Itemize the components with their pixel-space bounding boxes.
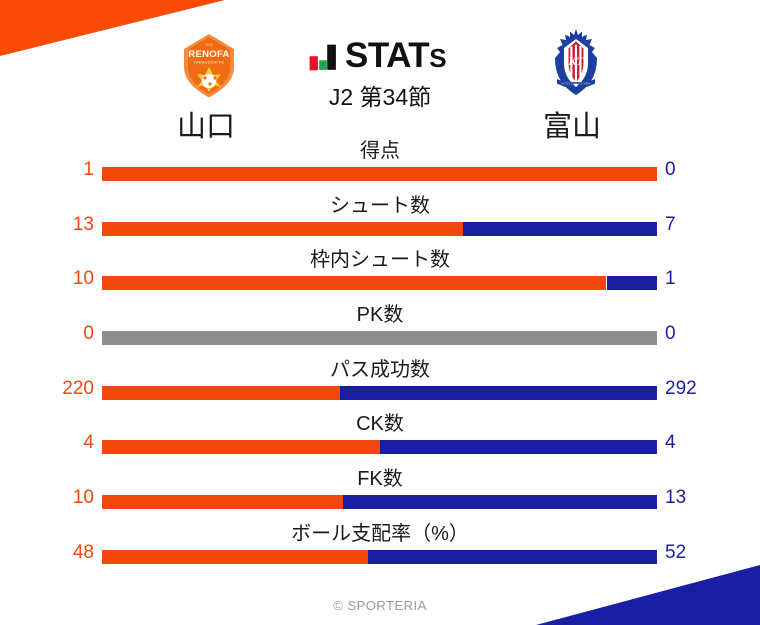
svg-text:KT: KT bbox=[567, 54, 584, 68]
svg-text:2006: 2006 bbox=[205, 43, 212, 47]
svg-text:KATALLER TOYAMA: KATALLER TOYAMA bbox=[561, 82, 590, 86]
svg-text:RENOFA: RENOFA bbox=[188, 49, 229, 60]
svg-text:YAMAGUCHI FC: YAMAGUCHI FC bbox=[194, 61, 225, 65]
